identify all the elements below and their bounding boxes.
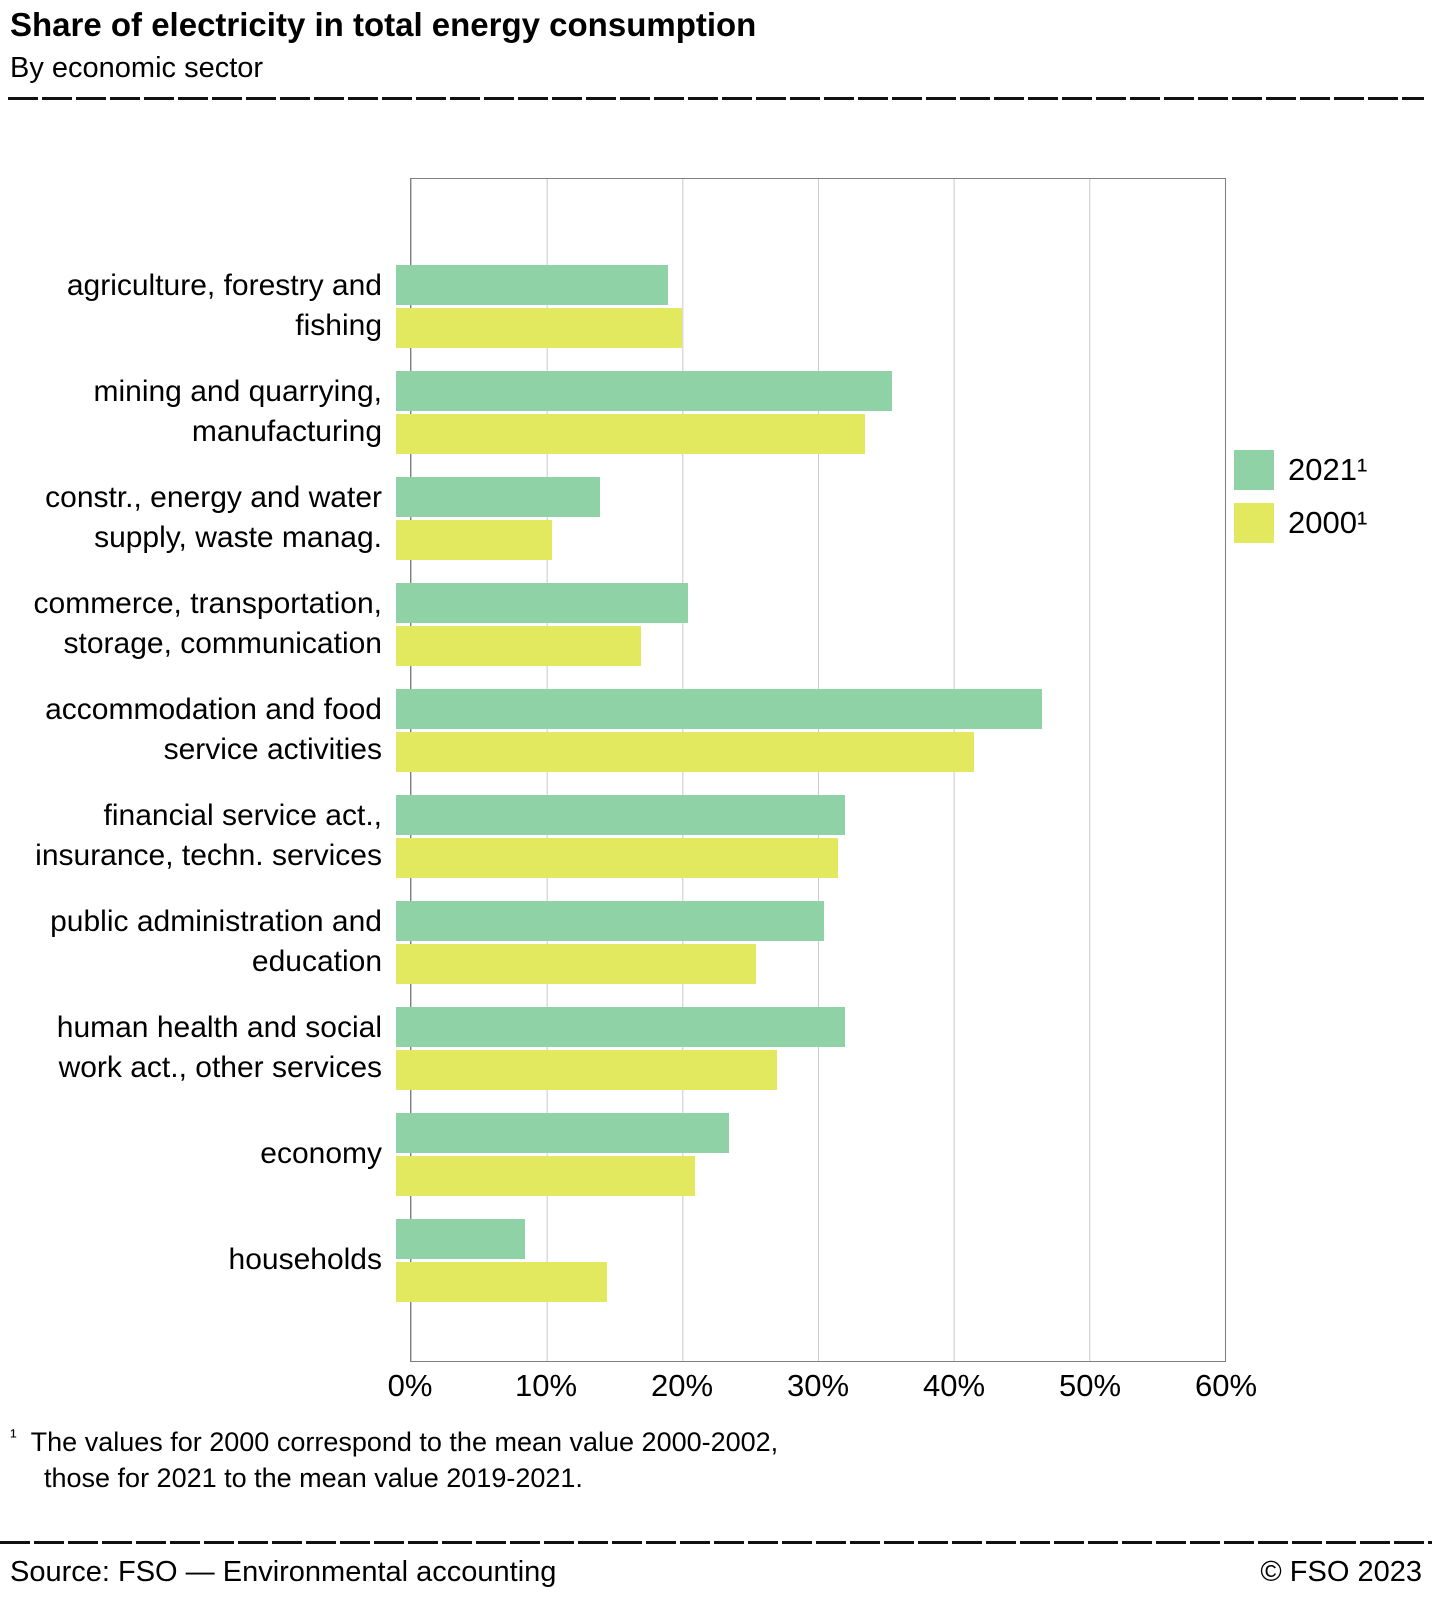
copyright-text: © FSO 2023 <box>1260 1556 1422 1588</box>
bar-group <box>396 582 1212 666</box>
bar-group <box>396 1006 1212 1090</box>
legend: 2021¹ 2000¹ <box>1234 450 1367 543</box>
bar-2000 <box>396 413 866 454</box>
x-tick-label: 50% <box>1058 1368 1122 1403</box>
chart-rows: agriculture, forestry and fishing mining … <box>0 253 1226 1313</box>
legend-label: 2021¹ <box>1288 452 1368 487</box>
x-axis: 0% 10% 20% 30% 40% 50% 60% <box>388 1368 1257 1414</box>
chart-row: financial service act., insurance, techn… <box>0 783 1226 889</box>
bar-group <box>396 688 1212 772</box>
category-label: human health and social work act., other… <box>56 1011 382 1084</box>
bar-2021 <box>396 688 1042 729</box>
bar-2021 <box>396 1218 526 1259</box>
bar-2021 <box>396 264 668 305</box>
category-label: mining and quarrying, manufacturing <box>93 375 382 448</box>
bar-group <box>396 1112 1212 1196</box>
bar-group <box>396 1218 1212 1302</box>
footnote-text-1: The values for 2000 correspond to the me… <box>30 1427 779 1457</box>
bar-2000 <box>396 625 641 666</box>
x-tick-label: 20% <box>650 1368 714 1403</box>
bar-2000 <box>396 519 553 560</box>
header-rule <box>8 97 1424 100</box>
bar-2021 <box>396 1006 845 1047</box>
legend-item: 2000¹ <box>1234 503 1367 543</box>
chart-row: constr., energy and water supply, waste … <box>0 465 1226 571</box>
bar-2000 <box>396 943 757 984</box>
chart-row: economy <box>0 1101 1226 1207</box>
legend-item: 2021¹ <box>1234 450 1367 490</box>
page-subtitle: By economic sector <box>10 52 264 84</box>
category-label: commerce, transportation, storage, commu… <box>33 587 382 660</box>
bar-group <box>396 370 1212 454</box>
bar-2021 <box>396 794 845 835</box>
page-title: Share of electricity in total energy con… <box>10 6 757 43</box>
bar-2000 <box>396 731 974 772</box>
bar-2000 <box>396 1049 777 1090</box>
bar-group <box>396 900 1212 984</box>
footnote-line-1: ¹ The values for 2000 correspond to the m… <box>10 1424 778 1460</box>
bar-group <box>396 794 1212 878</box>
footnote-line-2: those for 2021 to the mean value 2019-20… <box>44 1463 583 1494</box>
chart-row: households <box>0 1207 1226 1313</box>
footer: Source: FSO — Environmental accounting ©… <box>10 1556 1422 1589</box>
chart-row: commerce, transportation, storage, commu… <box>0 571 1226 677</box>
category-label: economy <box>260 1137 382 1171</box>
bar-2021 <box>396 476 600 517</box>
bar-group <box>396 476 1212 560</box>
bar-2021 <box>396 582 689 623</box>
bar-group <box>396 264 1212 348</box>
bar-2021 <box>396 900 825 941</box>
legend-swatch <box>1234 503 1274 543</box>
x-tick-label: 30% <box>786 1368 850 1403</box>
bar-2000 <box>396 1261 607 1302</box>
footnote: ¹ The values for 2000 correspond to the m… <box>10 1424 778 1497</box>
bar-2021 <box>396 1112 730 1153</box>
bar-2000 <box>396 837 838 878</box>
legend-label: 2000¹ <box>1288 505 1368 540</box>
chart: agriculture, forestry and fishing mining … <box>0 178 1432 1362</box>
category-label: agriculture, forestry and fishing <box>66 269 382 342</box>
chart-row: public administration and education <box>0 889 1226 995</box>
x-tick-label: 10% <box>514 1368 578 1403</box>
bar-2000 <box>396 307 682 348</box>
chart-row: human health and social work act., other… <box>0 995 1226 1101</box>
chart-row: accommodation and food service activitie… <box>0 677 1226 783</box>
chart-row: mining and quarrying, manufacturing <box>0 359 1226 465</box>
category-label: accommodation and food service activitie… <box>45 693 382 766</box>
footer-rule <box>0 1541 1432 1544</box>
bar-2021 <box>396 370 893 411</box>
source-text: Source: FSO — Environmental accounting <box>10 1556 557 1588</box>
x-tick-label: 60% <box>1194 1368 1258 1403</box>
category-label: financial service act., insurance, techn… <box>35 799 382 872</box>
x-tick-label: 40% <box>922 1368 986 1403</box>
chart-row: agriculture, forestry and fishing <box>0 253 1226 359</box>
x-tick-label: 0% <box>387 1368 433 1403</box>
bar-2000 <box>396 1155 696 1196</box>
category-label: constr., energy and water supply, waste … <box>45 481 382 554</box>
category-label: public administration and education <box>50 905 382 978</box>
legend-swatch <box>1234 450 1274 490</box>
category-label: households <box>228 1243 382 1277</box>
footnote-marker: ¹ <box>10 1426 17 1448</box>
